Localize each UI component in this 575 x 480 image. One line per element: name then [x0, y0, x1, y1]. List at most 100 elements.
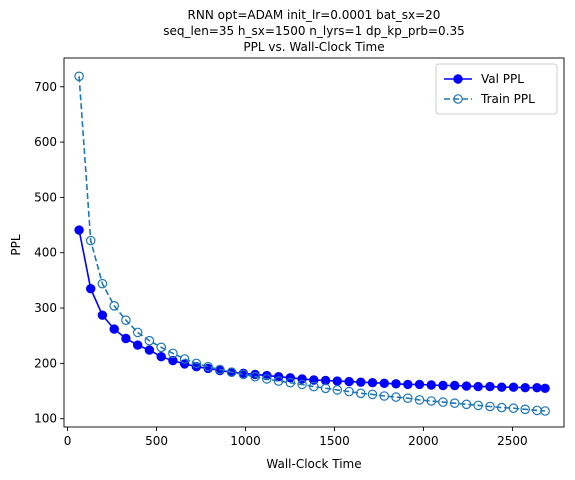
data-point [391, 392, 401, 402]
y-tick-label: 600 [34, 135, 57, 149]
data-point [426, 380, 436, 390]
data-point [132, 327, 143, 338]
data-point [320, 375, 331, 386]
x-tick-label: 1000 [230, 434, 261, 448]
data-point [540, 383, 550, 393]
data-point [226, 367, 237, 377]
data-point [179, 354, 190, 364]
y-tick-label: 100 [34, 412, 57, 426]
data-point [473, 400, 483, 411]
x-tick-label: 0 [64, 434, 72, 448]
data-point [85, 235, 96, 246]
data-point [461, 399, 472, 410]
data-point [356, 377, 366, 387]
data-point [485, 381, 495, 392]
data-point [391, 379, 401, 389]
data-point [532, 383, 542, 393]
data-point [438, 397, 448, 407]
legend-marker-2 [453, 94, 463, 104]
title-line-2: seq_len=35 h_sx=1500 n_lyrs=1 dp_kp_prb=… [163, 24, 465, 38]
data-point [540, 406, 550, 416]
title-line-3: PPL vs. Wall-Clock Time [243, 40, 384, 54]
data-point [379, 391, 390, 401]
data-point [344, 376, 354, 387]
x-axis: 0 500 1000 1500 2000 2500 [64, 427, 528, 448]
data-point [497, 382, 507, 392]
data-point [402, 393, 413, 403]
x-tick-label: 2000 [408, 434, 439, 448]
legend-marker-1 [453, 74, 463, 84]
legend-box [435, 63, 558, 115]
data-point [109, 324, 119, 334]
y-tick-label: 400 [34, 246, 57, 260]
data-point [191, 358, 202, 369]
y-axis-label: PPL [9, 234, 23, 255]
data-point [250, 371, 260, 382]
data-point [121, 315, 131, 325]
data-point [156, 352, 166, 362]
data-point [109, 300, 119, 311]
data-point [285, 377, 296, 388]
series-line-2 [78, 76, 546, 412]
data-point [355, 388, 366, 399]
plot-frame [63, 57, 565, 428]
data-point [450, 380, 460, 391]
data-point [297, 379, 307, 390]
data-point [179, 359, 190, 369]
data-point [168, 355, 178, 366]
data-point [273, 376, 284, 386]
data-point [238, 369, 249, 380]
data-point [414, 395, 425, 405]
data-point [473, 381, 483, 392]
data-point [309, 375, 319, 385]
data-point [520, 404, 530, 415]
chart-title: RNN opt=ADAM init_lr=0.0001 bat_sx=20 se… [163, 8, 465, 54]
data-point [414, 379, 425, 390]
data-point [461, 381, 472, 391]
data-point [215, 364, 225, 375]
data-point [156, 342, 166, 353]
data-point [508, 403, 519, 413]
data-point [308, 381, 319, 392]
data-point [168, 348, 178, 359]
data-point [367, 389, 378, 400]
data-point [74, 225, 84, 235]
data-point [144, 345, 155, 355]
title-line-1: RNN opt=ADAM init_lr=0.0001 bat_sx=20 [188, 8, 441, 22]
x-tick-label: 1500 [319, 434, 350, 448]
data-point [144, 335, 155, 346]
data-point [285, 373, 295, 383]
data-point [426, 396, 437, 406]
data-point [496, 402, 507, 413]
data-point [367, 378, 378, 388]
data-point [332, 376, 342, 386]
data-point [203, 361, 213, 372]
data-point [403, 379, 413, 390]
x-tick-label: 500 [145, 434, 168, 448]
data-point [121, 333, 131, 344]
data-point [97, 310, 108, 320]
data-point [97, 278, 108, 289]
series-line-1 [78, 229, 546, 390]
plot-area [63, 57, 565, 428]
data-point [449, 398, 460, 408]
x-axis-label: Wall-Clock Time [266, 457, 361, 471]
legend-label-2: Train PPL [480, 92, 535, 106]
data-point [520, 383, 530, 393]
y-tick-label: 300 [34, 301, 57, 315]
y-tick-label: 500 [34, 190, 57, 204]
data-point [485, 401, 495, 412]
data-point [379, 378, 389, 388]
y-tick-label: 200 [34, 356, 57, 370]
legend-label-1: Val PPL [481, 72, 524, 86]
data-point [320, 383, 331, 394]
data-point [344, 386, 354, 397]
data-point [332, 385, 343, 395]
data-point [86, 284, 96, 294]
data-point [133, 340, 143, 350]
x-tick-label: 2500 [497, 434, 528, 448]
data-point [74, 71, 84, 82]
y-tick-label: 700 [34, 80, 57, 94]
data-point [261, 374, 272, 384]
